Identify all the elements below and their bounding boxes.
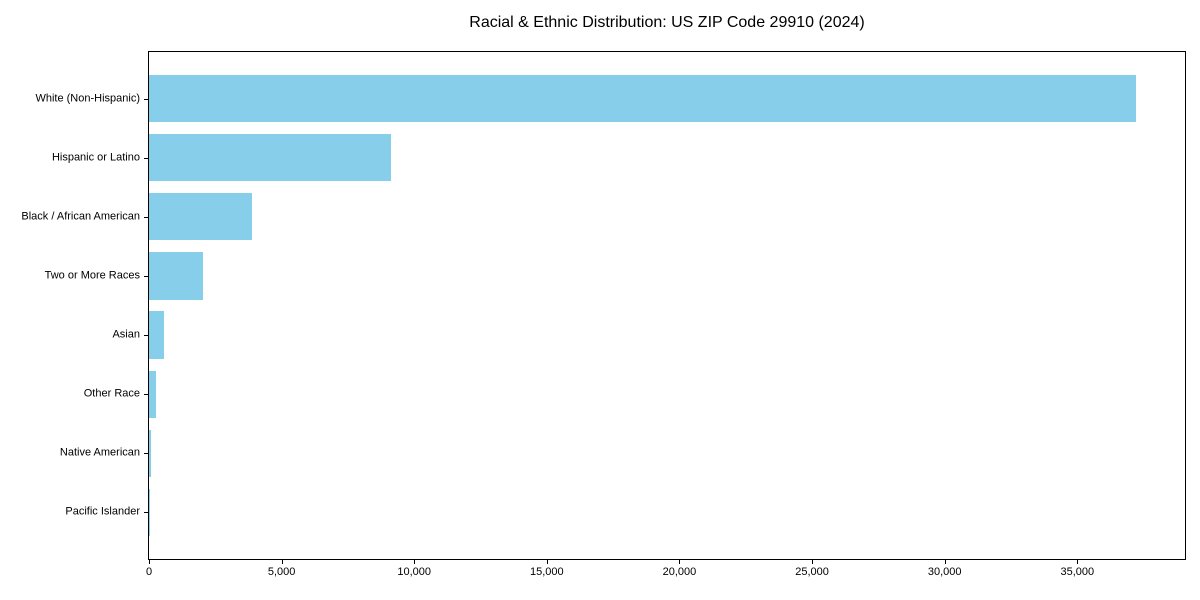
x-tick-mark-10-000 — [414, 560, 416, 564]
y-tick-mark-other-race — [144, 394, 148, 396]
xtick-label-25-000: 25,000 — [795, 566, 829, 578]
bar-asian — [149, 311, 164, 359]
x-tick-mark-25-000 — [812, 560, 814, 564]
x-tick-mark-30-000 — [944, 560, 946, 564]
ytick-label-white-non-hispanic: White (Non-Hispanic) — [35, 92, 140, 105]
x-tick-mark-0 — [149, 560, 150, 564]
xtick-label-35-000: 35,000 — [1060, 566, 1095, 578]
y-tick-mark-native-american — [144, 453, 148, 455]
bar-hispanic-or-latino — [149, 134, 392, 182]
xtick-label-0: 0 — [145, 566, 153, 578]
ytick-label-other-race: Other Race — [83, 387, 140, 400]
ytick-label-pacific-islander: Pacific Islander — [65, 505, 140, 518]
xtick-label-15-000: 15,000 — [530, 566, 564, 578]
bar-other-race — [149, 370, 157, 418]
y-tick-mark-black-african-american — [144, 216, 148, 218]
x-tick-mark-5-000 — [281, 560, 283, 564]
ytick-label-asian: Asian — [112, 328, 140, 341]
ytick-label-hispanic-or-latino: Hispanic or Latino — [51, 151, 140, 164]
bar-pacific-islander — [149, 488, 150, 536]
bar-white-non-hispanic — [149, 75, 1136, 123]
bar-native-american — [149, 429, 151, 477]
bar-black-african-american — [149, 193, 253, 241]
y-tick-mark-white-non-hispanic — [144, 98, 148, 100]
ytick-label-black-african-american: Black / African American — [21, 210, 140, 223]
x-tick-mark-15-000 — [546, 560, 548, 564]
ytick-label-native-american: Native American — [59, 446, 140, 459]
bar-two-or-more-races — [149, 252, 204, 300]
y-tick-mark-hispanic-or-latino — [144, 157, 148, 159]
x-tick-mark-35-000 — [1077, 560, 1079, 564]
xtick-label-5-000: 5,000 — [267, 566, 296, 578]
chart-title: Racial & Ethnic Distribution: US ZIP Cod… — [469, 14, 865, 31]
xtick-label-20-000: 20,000 — [662, 566, 697, 578]
plot-area — [148, 51, 1186, 560]
x-tick-mark-20-000 — [679, 560, 681, 564]
y-tick-mark-pacific-islander — [144, 512, 148, 514]
y-tick-mark-two-or-more-races — [144, 275, 148, 277]
xtick-label-10-000: 10,000 — [397, 566, 432, 578]
ytick-label-two-or-more-races: Two or More Races — [44, 269, 140, 282]
y-tick-mark-asian — [144, 335, 148, 337]
xtick-label-30-000: 30,000 — [927, 566, 962, 578]
